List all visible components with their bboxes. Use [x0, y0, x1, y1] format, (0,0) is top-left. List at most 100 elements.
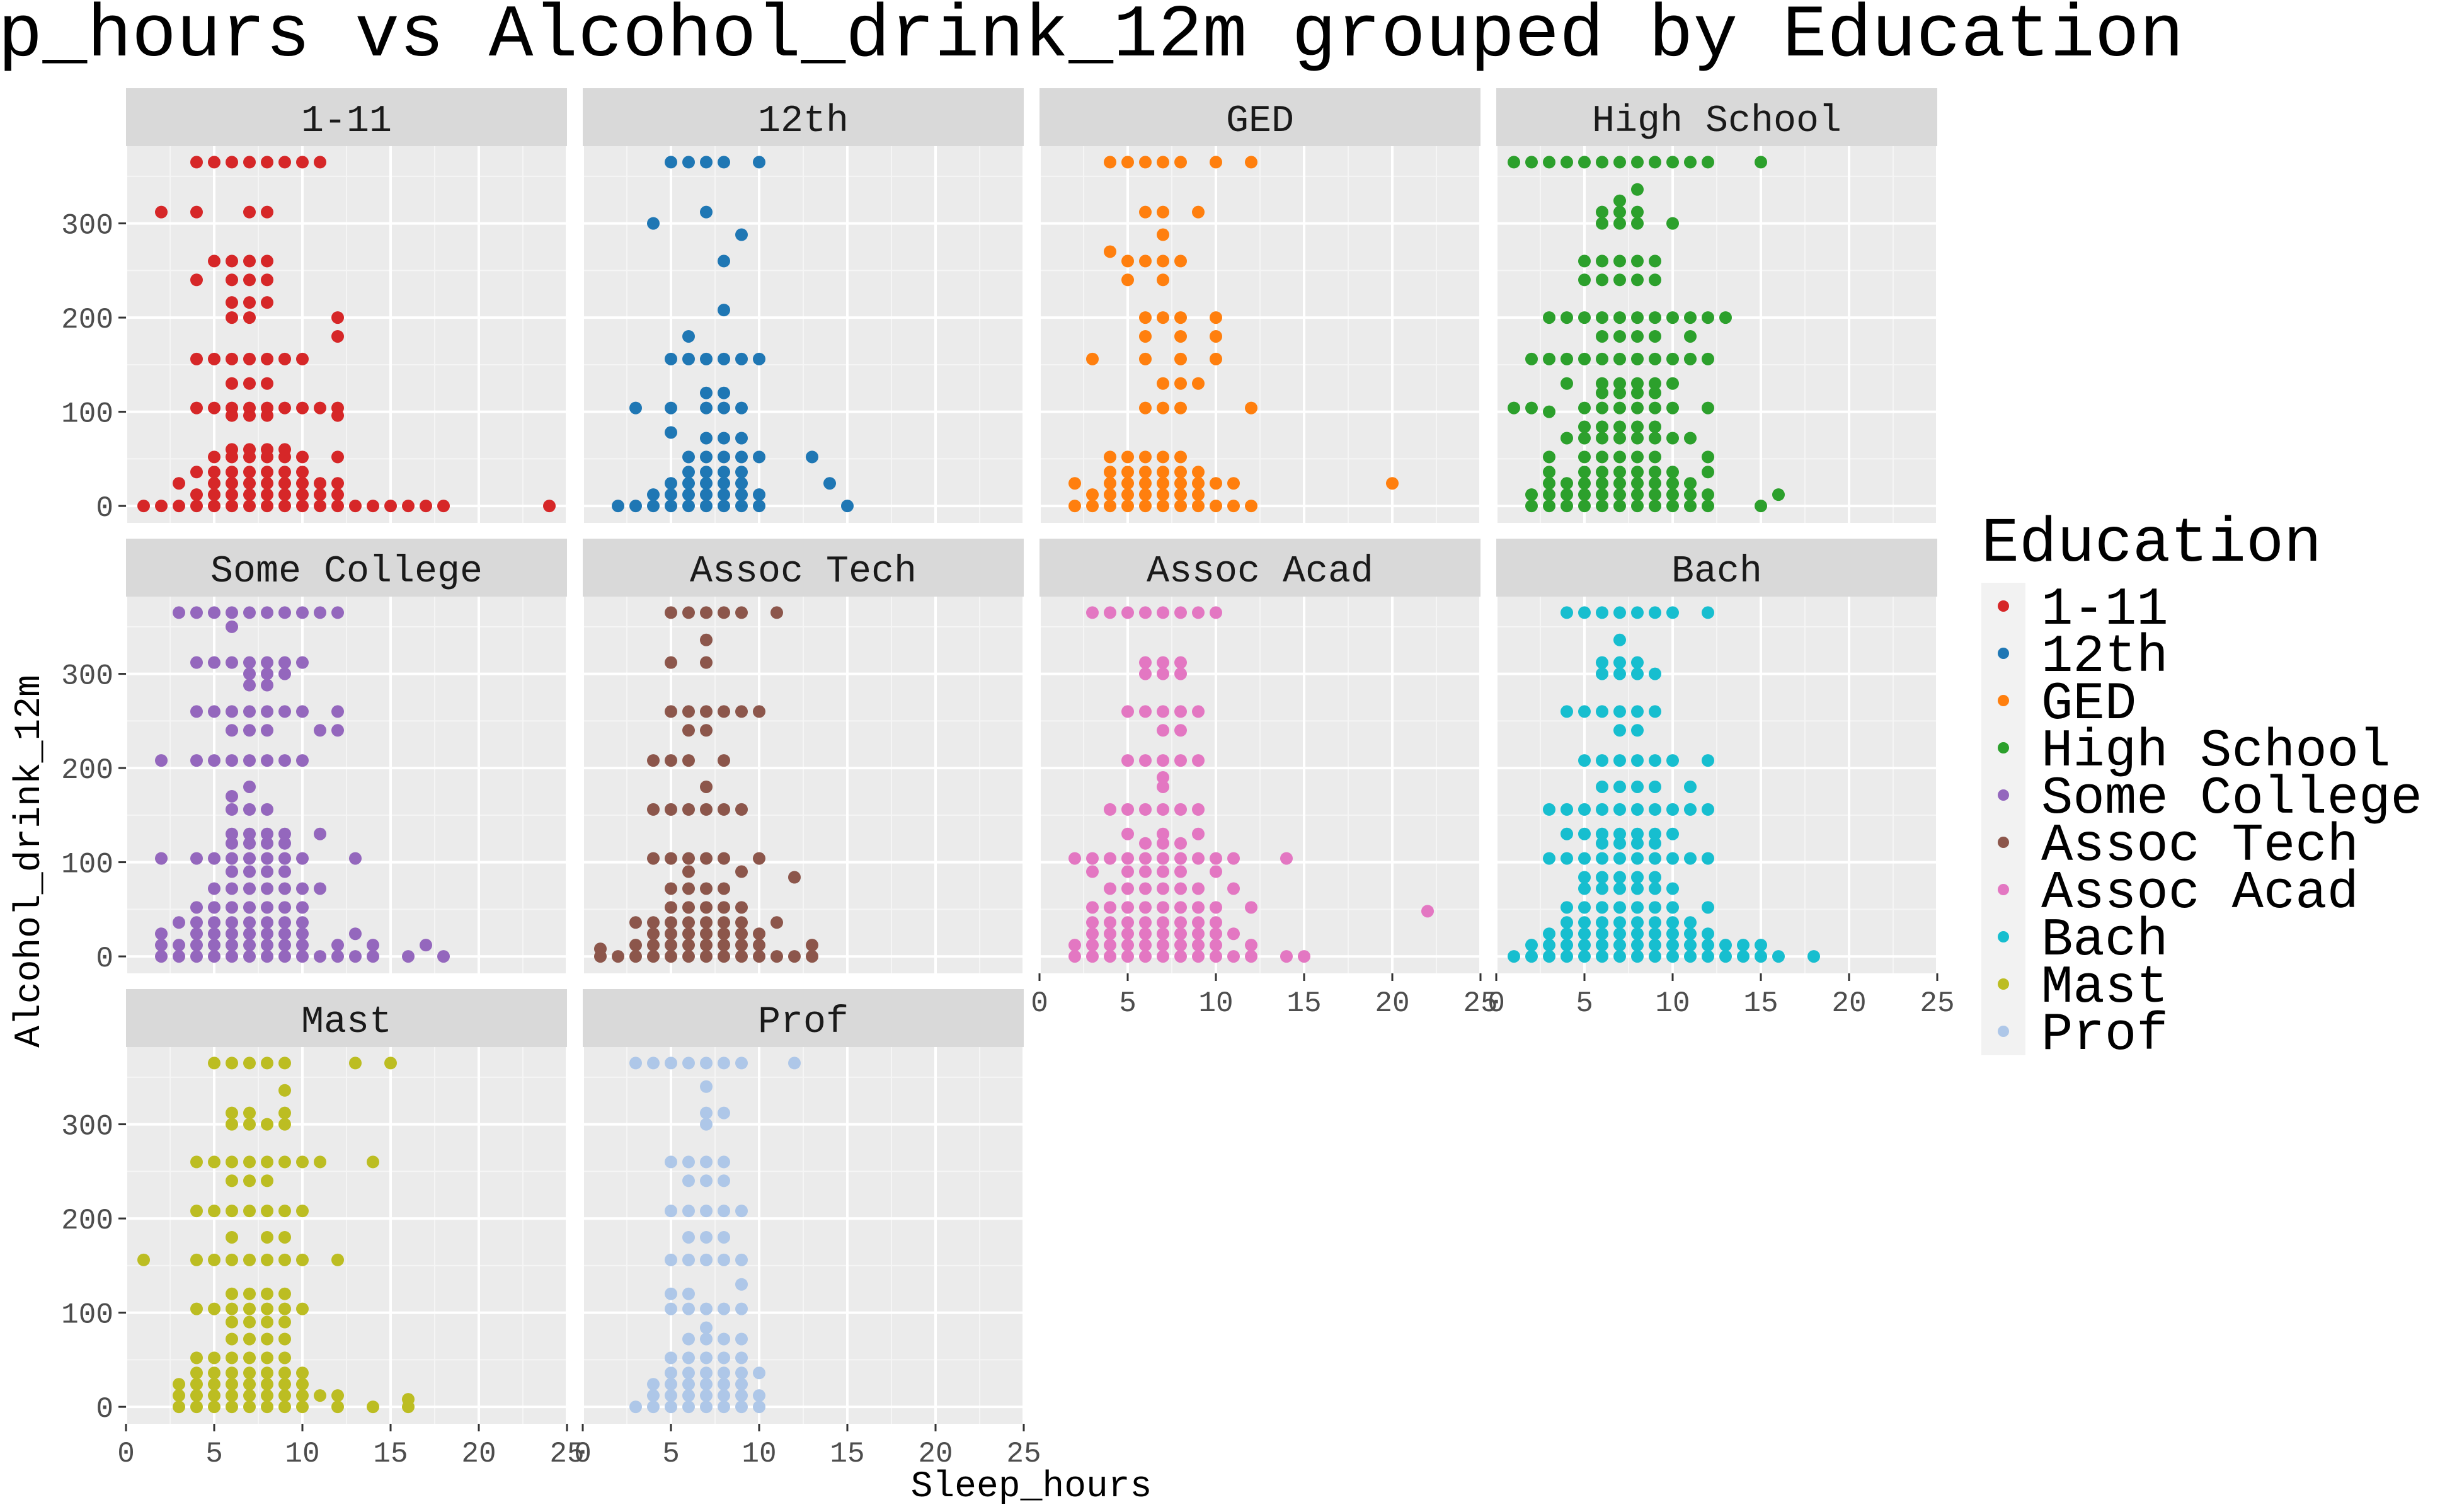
- data-point: [226, 1253, 238, 1266]
- data-point: [1666, 488, 1679, 501]
- data-point: [1174, 377, 1187, 390]
- data-point: [1631, 420, 1644, 433]
- data-point: [1139, 939, 1152, 952]
- data-point: [682, 901, 695, 914]
- data-point: [243, 205, 256, 219]
- x-tick-label: 10: [742, 1438, 776, 1470]
- data-point: [261, 916, 273, 929]
- data-point: [700, 633, 713, 646]
- data-point: [1561, 916, 1573, 929]
- data-point: [278, 1253, 291, 1266]
- y-tick-label: 0: [96, 942, 113, 975]
- data-point: [190, 939, 203, 952]
- data-point: [735, 1205, 748, 1218]
- data-point: [1772, 488, 1785, 501]
- data-point: [1578, 401, 1591, 415]
- data-point: [1649, 871, 1661, 884]
- data-point: [665, 901, 677, 914]
- data-point: [190, 606, 203, 619]
- facet-strip-label: Some College: [210, 551, 483, 593]
- data-point: [296, 916, 309, 929]
- data-point: [1174, 255, 1187, 268]
- data-point: [278, 1302, 291, 1315]
- data-point: [1227, 950, 1240, 963]
- data-point: [665, 1366, 677, 1380]
- data-point: [243, 1253, 256, 1266]
- data-point: [1613, 656, 1626, 669]
- data-point: [278, 754, 291, 767]
- data-point: [1649, 420, 1661, 433]
- data-point: [1068, 950, 1081, 963]
- data-point: [296, 1205, 309, 1218]
- data-point: [1210, 477, 1222, 490]
- data-point: [1525, 939, 1538, 952]
- data-point: [1578, 939, 1591, 952]
- data-point: [261, 1378, 273, 1391]
- data-point: [243, 1287, 256, 1300]
- data-point: [261, 1253, 273, 1266]
- data-point: [190, 1253, 203, 1266]
- data-point: [331, 500, 344, 513]
- data-point: [1121, 477, 1134, 490]
- data-point: [1631, 803, 1644, 816]
- data-point: [261, 679, 273, 692]
- data-point: [190, 1389, 203, 1402]
- data-point: [1702, 352, 1714, 365]
- data-point: [1702, 901, 1714, 914]
- data-point: [1525, 401, 1538, 415]
- data-point: [243, 477, 256, 490]
- data-point: [1210, 950, 1222, 963]
- data-point: [806, 939, 818, 952]
- data-point: [629, 916, 642, 929]
- data-point: [718, 255, 730, 268]
- data-point: [647, 916, 660, 929]
- data-point: [261, 1389, 273, 1402]
- data-point: [243, 466, 256, 479]
- data-point: [718, 477, 730, 490]
- data-point: [1157, 401, 1169, 415]
- data-point: [1174, 837, 1187, 850]
- data-point: [155, 852, 168, 865]
- data-point: [718, 705, 730, 718]
- data-point: [1684, 156, 1697, 169]
- data-point: [1613, 432, 1626, 445]
- data-point: [190, 852, 203, 865]
- data-point: [1157, 606, 1169, 619]
- data-point: [1578, 803, 1591, 816]
- data-point: [1649, 401, 1661, 415]
- data-point: [420, 939, 432, 952]
- data-point: [1086, 852, 1099, 865]
- data-point: [367, 1400, 379, 1414]
- data-point: [735, 1332, 748, 1346]
- data-point: [296, 500, 309, 513]
- data-point: [1210, 311, 1222, 324]
- data-point: [1631, 352, 1644, 365]
- data-point: [173, 939, 185, 952]
- data-point: [367, 500, 379, 513]
- x-tick-label: 10: [1655, 987, 1690, 1020]
- data-point: [314, 401, 326, 415]
- data-point: [208, 927, 220, 941]
- data-point: [190, 466, 203, 479]
- data-point: [1227, 927, 1240, 941]
- data-point: [243, 606, 256, 619]
- data-point: [243, 1118, 256, 1131]
- data-point: [208, 1057, 220, 1070]
- data-point: [1684, 950, 1697, 963]
- data-point: [243, 901, 256, 914]
- data-point: [665, 705, 677, 718]
- facet-strip-label: 12th: [758, 100, 849, 143]
- data-point: [1578, 466, 1591, 479]
- data-point: [1561, 939, 1573, 952]
- data-point: [735, 432, 748, 445]
- x-tick-label: 20: [1831, 987, 1866, 1020]
- data-point: [1561, 852, 1573, 865]
- data-point: [1702, 450, 1714, 464]
- data-point: [1649, 780, 1661, 793]
- data-point: [314, 950, 326, 963]
- data-point: [1631, 837, 1644, 850]
- data-point: [682, 916, 695, 929]
- data-point: [735, 705, 748, 718]
- legend-label: 1-11: [2041, 580, 2168, 640]
- data-point: [718, 1174, 730, 1188]
